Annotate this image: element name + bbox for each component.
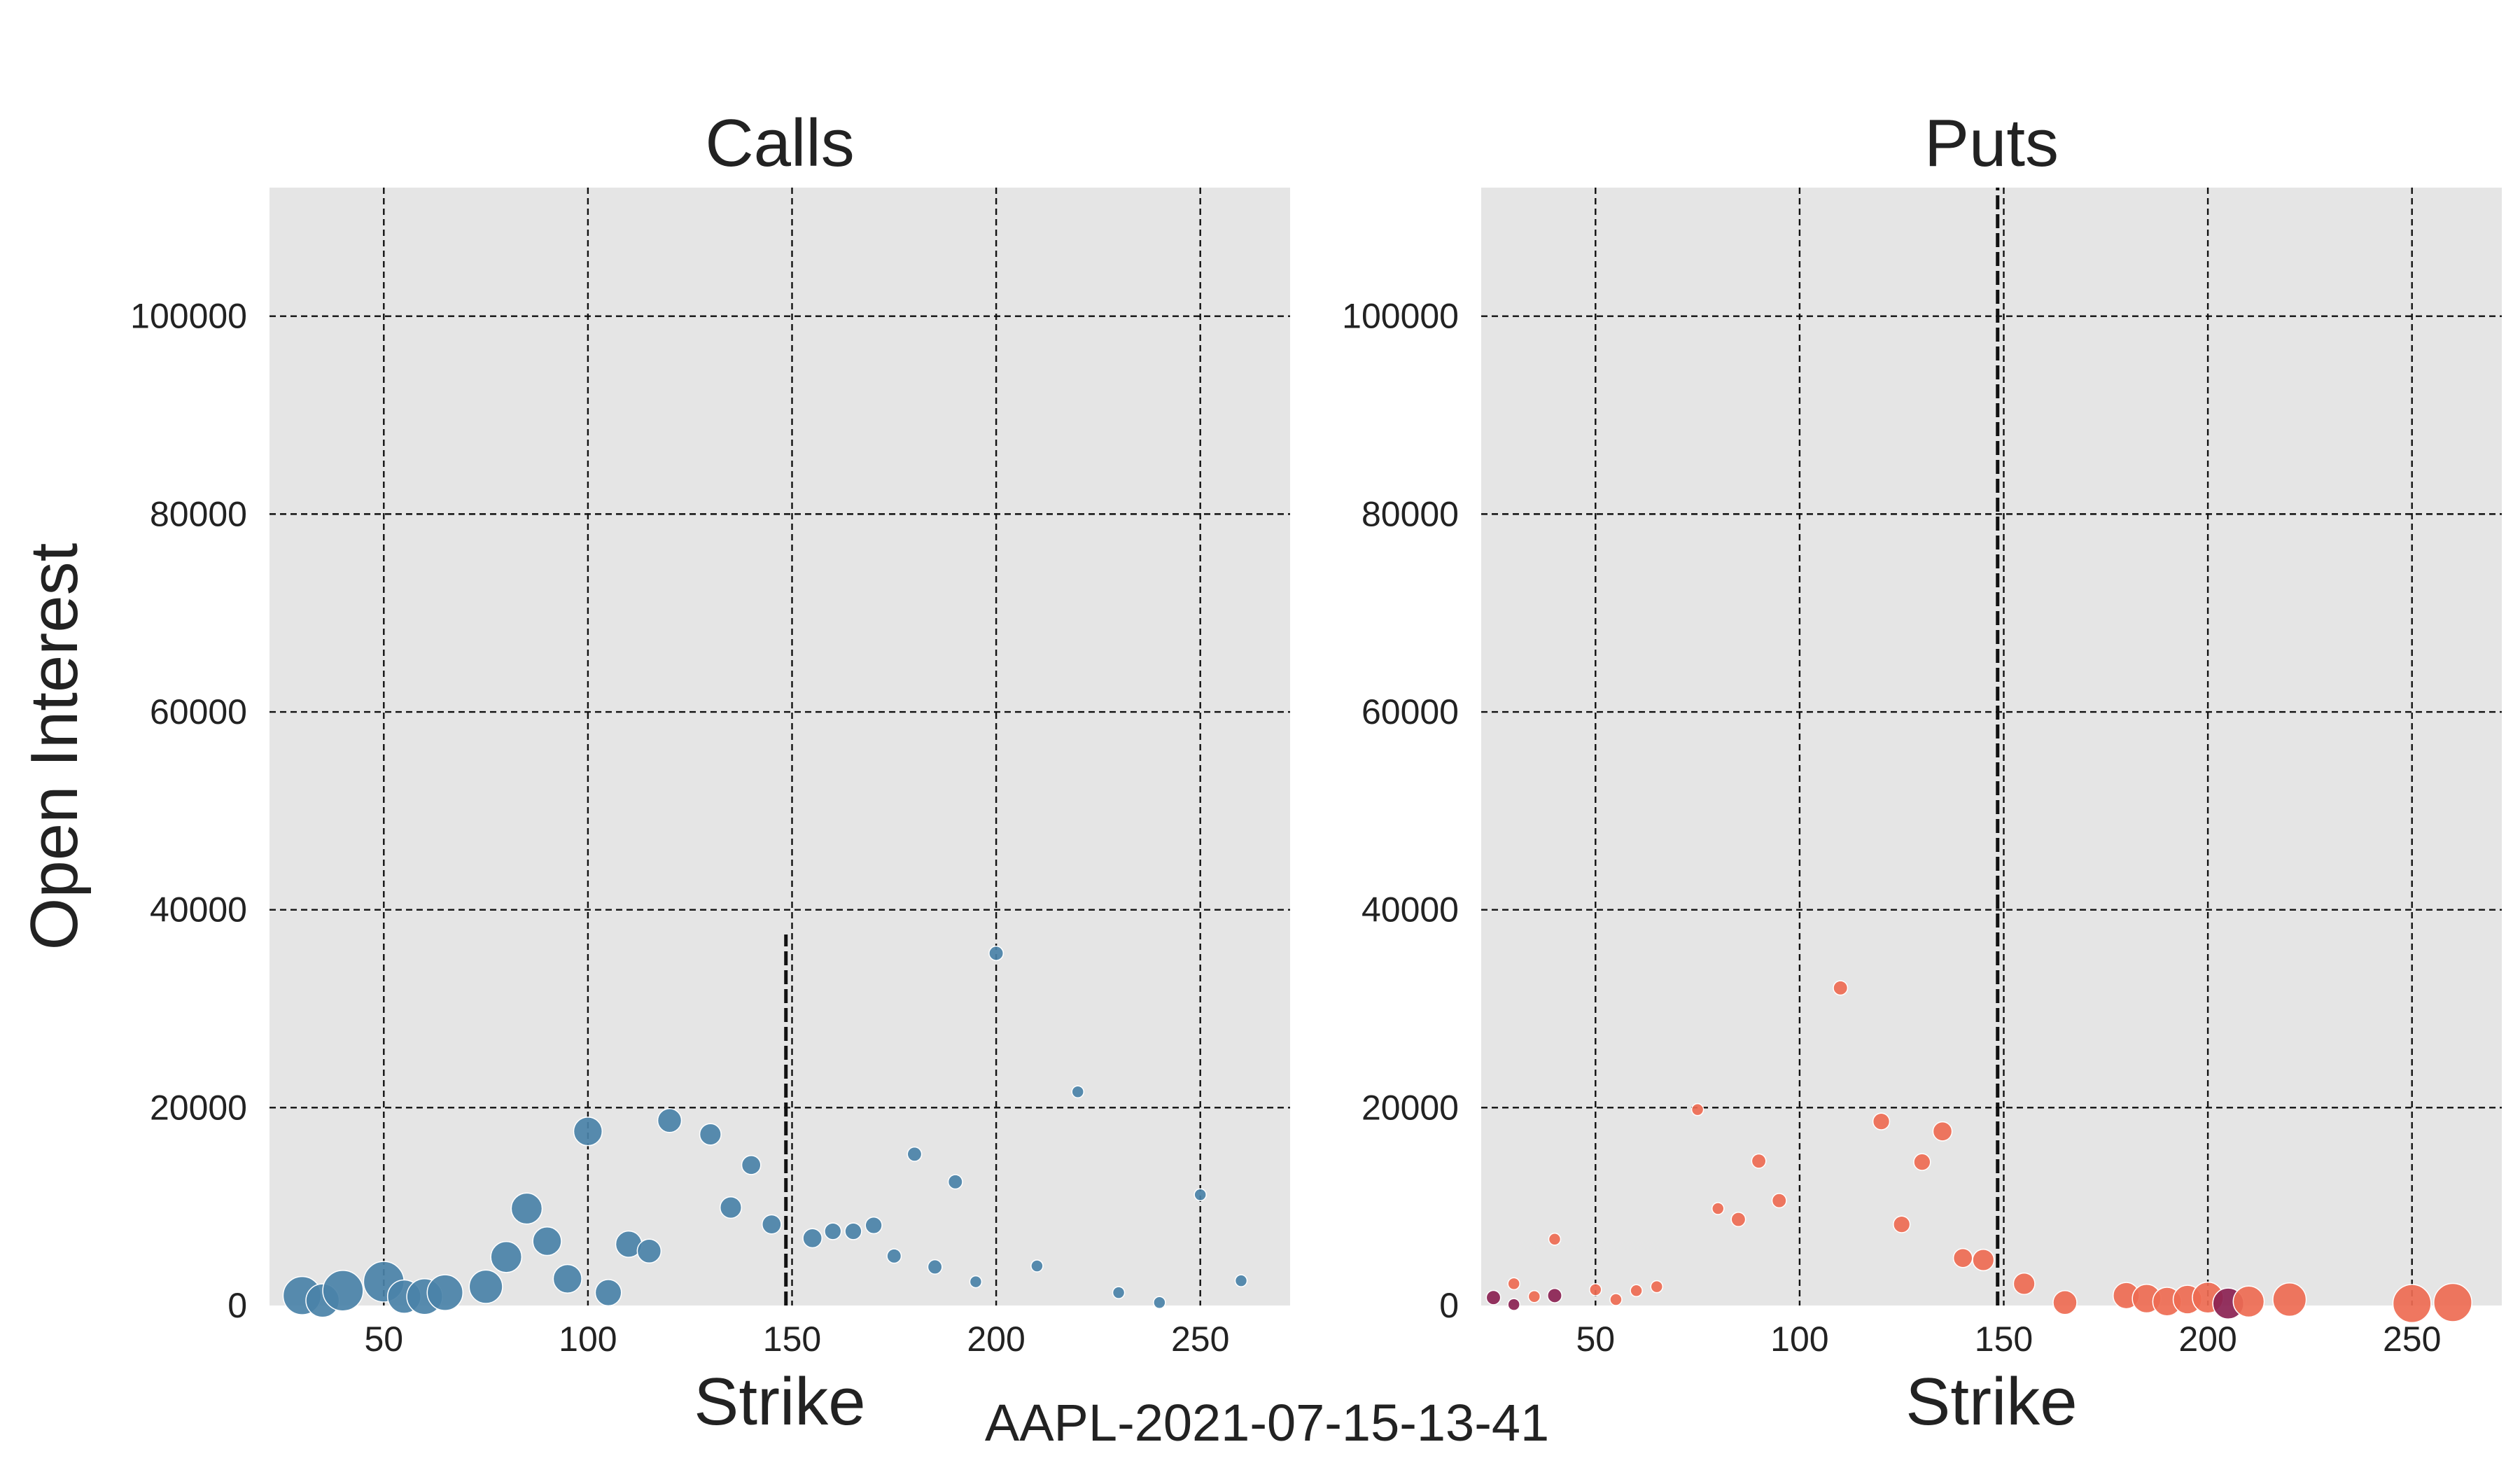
puts-y-tick-label: 60000 [1362,692,1459,732]
calls-y-tick-label: 60000 [150,692,247,732]
calls-data-point [741,1154,762,1175]
puts-data-point [1932,1121,1953,1142]
calls-x-tick-label: 250 [1171,1320,1229,1359]
calls-data-point [824,1222,842,1240]
calls-x-tick-label: 50 [364,1320,403,1359]
puts-y-tick-label: 40000 [1362,890,1459,930]
calls-plot-area [270,188,1290,1306]
calls-y-tick-label: 40000 [150,890,247,930]
puts-data-point [1630,1284,1643,1298]
calls-data-point [988,945,1004,961]
puts-title: Puts [1924,106,2059,181]
puts-data-point [1650,1280,1664,1294]
puts-data-point [1913,1153,1931,1171]
puts-data-point [1872,1112,1891,1130]
calls-data-point [1030,1259,1044,1273]
puts-y-tick-label: 80000 [1362,494,1459,533]
calls-y-tick-label: 20000 [150,1088,247,1127]
calls-data-point [864,1216,883,1235]
calls-data-point [969,1275,983,1289]
calls-data-point [947,1174,963,1190]
puts-data-point [1527,1290,1541,1303]
puts-data-point [1507,1298,1520,1311]
puts-x-tick-label: 150 [1975,1320,2033,1359]
calls-data-point [426,1274,464,1311]
calls-data-point [322,1270,364,1312]
puts-data-point [1952,1247,1973,1268]
puts-data-point [2012,1272,2036,1295]
puts-data-point [1609,1293,1623,1306]
puts-data-point [1485,1289,1502,1306]
puts-panel: 50 100 150 200 250 0 20000 40000 60000 80000 10000… [1342,106,2502,1439]
calls-y-tick-label: 80000 [150,494,247,533]
calls-data-point [699,1123,722,1146]
puts-data-point [2392,1284,2432,1324]
puts-data-point [1972,1248,1995,1272]
calls-data-point [490,1240,523,1273]
puts-data-point [1893,1215,1911,1233]
calls-x-tick-label: 100 [559,1320,617,1359]
calls-y-tick-label: 100000 [130,297,247,336]
calls-data-point [1194,1188,1207,1201]
calls-data-point [906,1146,923,1162]
puts-plot-area [1481,188,2502,1306]
figure-title: AAPL-2021-07-15-13-41 [985,1394,1549,1452]
calls-data-point [844,1222,862,1240]
calls-data-point [510,1192,543,1225]
puts-data-point [2052,1290,2078,1315]
calls-data-point [1112,1286,1126,1299]
puts-x-tick-label: 50 [1576,1320,1615,1359]
calls-data-point [802,1228,823,1249]
puts-y-tick-label: 100000 [1342,297,1459,336]
puts-x-tick-label: 200 [2178,1320,2236,1359]
puts-data-point [1771,1193,1787,1209]
calls-y-axis-label: Open Interest [17,543,92,951]
puts-data-point [1548,1233,1562,1246]
calls-panel: 50 100 150 200 250 0 20000 40000 60000 80000 10000… [17,106,1290,1439]
puts-data-point [1507,1277,1520,1291]
calls-data-point [1234,1274,1248,1287]
puts-data-point [1589,1283,1602,1296]
calls-data-point [636,1238,662,1264]
puts-x-tick-label: 250 [2383,1320,2441,1359]
calls-x-tick-label: 200 [967,1320,1025,1359]
puts-data-point [1712,1202,1725,1215]
calls-data-point [573,1116,603,1147]
puts-y-tick-label: 0 [1439,1286,1459,1325]
calls-data-point [657,1107,682,1133]
puts-data-point [1730,1212,1746,1227]
puts-data-point [1751,1153,1767,1169]
puts-x-tick-label: 100 [1770,1320,1828,1359]
calls-data-point [552,1264,582,1294]
calls-data-point [468,1269,503,1304]
puts-data-point [1833,980,1849,996]
calls-data-point [532,1226,562,1256]
calls-x-axis-label: Strike [694,1364,865,1439]
puts-data-point [1690,1102,1704,1116]
calls-data-point [927,1259,943,1275]
calls-data-point [886,1248,902,1264]
puts-x-axis-label: Strike [1905,1364,2077,1439]
puts-data-point [1547,1287,1562,1303]
puts-data-point [2433,1282,2472,1322]
calls-data-point [594,1279,622,1307]
calls-data-point [1153,1296,1166,1310]
puts-y-tick-label: 20000 [1362,1088,1459,1127]
puts-data-point [2272,1282,2307,1317]
calls-data-point [1071,1085,1084,1098]
calls-data-point [719,1196,743,1219]
calls-title: Calls [705,106,854,181]
calls-x-tick-label: 150 [763,1320,821,1359]
calls-data-point [761,1214,782,1235]
puts-data-point [2232,1285,2265,1318]
calls-y-tick-label: 0 [227,1286,247,1325]
